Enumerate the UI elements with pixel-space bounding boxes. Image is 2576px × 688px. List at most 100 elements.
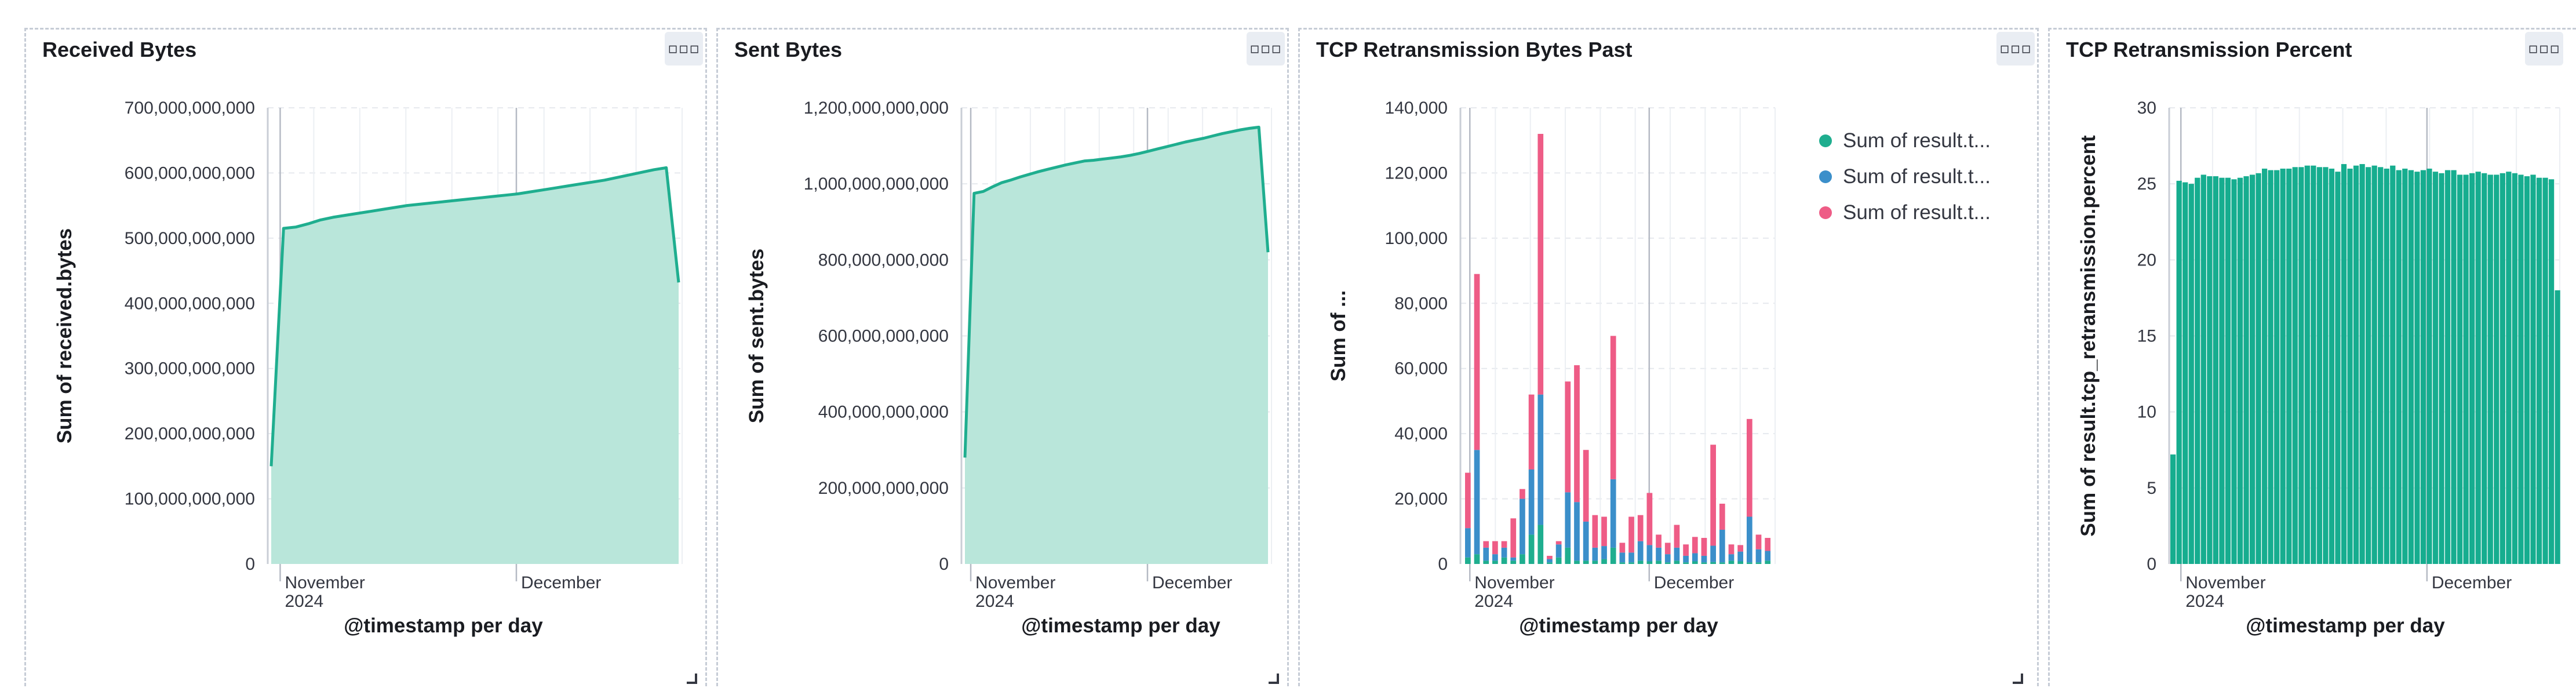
bar-segment <box>1537 394 1544 525</box>
bar <box>2188 184 2194 565</box>
bar <box>2200 174 2206 565</box>
y-tick-label: 200,000,000,000 <box>818 479 949 498</box>
bar-segment <box>1737 561 1744 564</box>
bar-segment <box>1528 469 1535 535</box>
bar <box>2341 164 2347 564</box>
bar-segment <box>1492 541 1498 555</box>
resize-handle[interactable] <box>1269 674 1279 684</box>
bar-segment <box>1555 541 1562 545</box>
bar-segment <box>1537 525 1544 564</box>
y-tick-label: 600,000,000,000 <box>818 327 949 346</box>
bar-segment <box>1547 559 1553 563</box>
bar <box>2366 167 2371 564</box>
bar <box>2213 176 2218 564</box>
bar <box>2225 177 2231 564</box>
x-tick-sublabel: 2024 <box>975 592 1014 611</box>
bar <box>2170 454 2176 564</box>
y-tick-label: 600,000,000,000 <box>125 163 255 183</box>
ellipsis-icon: ▫▫▫ <box>2528 40 2560 57</box>
legend-label: Sum of result.t... <box>1843 165 1991 188</box>
y-tick-label: 40,000 <box>1394 424 1448 443</box>
bar-segment <box>1656 534 1662 548</box>
y-tick-label: 5 <box>2147 479 2156 498</box>
bar <box>2426 168 2432 564</box>
bar <box>2243 176 2249 564</box>
bar <box>2390 165 2396 564</box>
tcp-retransmission-bytes-chart: 0 20,000 40,000 60,000 80,000 100,000 120,000 1… <box>1327 99 1991 637</box>
y-tick-label: 1,200,000,000,000 <box>804 99 949 118</box>
bar <box>2512 173 2518 564</box>
x-tick-label: December <box>1152 573 1232 592</box>
bar-segment <box>1610 336 1616 479</box>
bar-segment <box>1492 560 1498 564</box>
resize-handle[interactable] <box>2013 674 2023 684</box>
panel-menu-button[interactable]: ▫▫▫ <box>1247 32 1285 65</box>
y-tick-label: 0 <box>939 555 949 574</box>
bar <box>2475 172 2481 564</box>
panel-menu-button[interactable]: ▫▫▫ <box>1996 32 2035 65</box>
panel-menu-button[interactable]: ▫▫▫ <box>2525 32 2563 65</box>
y-tick-label: 1,000,000,000,000 <box>804 174 949 194</box>
bar-segment <box>1664 554 1671 563</box>
bar-segment <box>1592 547 1598 561</box>
bar-segment <box>1683 562 1689 564</box>
x-tick-label: November <box>975 573 1055 592</box>
bar-segment <box>1710 545 1716 562</box>
x-axis-title: @timestamp per day <box>344 614 543 637</box>
bar <box>2304 165 2310 564</box>
legend-swatch <box>1819 206 1832 219</box>
bar-segment <box>1755 562 1762 564</box>
bar <box>2451 170 2457 565</box>
bar-segment <box>1683 544 1689 556</box>
y-tick-label: 0 <box>245 555 255 574</box>
resize-handle[interactable] <box>687 674 697 684</box>
bar <box>2420 170 2426 565</box>
bar-segment <box>1692 561 1698 564</box>
bar-segment <box>1583 560 1589 564</box>
bar-segment <box>1664 562 1671 564</box>
received-bytes-chart: 0 100,000,000,000 200,000,000,000 300,000,0… <box>53 99 683 637</box>
y-tick-label: 80,000 <box>1394 294 1448 313</box>
bar <box>2311 165 2316 564</box>
bar <box>2536 177 2542 564</box>
bar <box>2237 177 2243 564</box>
y-tick-label: 400,000,000,000 <box>818 403 949 422</box>
bar <box>2506 172 2512 564</box>
bar-segment <box>1574 365 1580 503</box>
y-tick-label: 10 <box>2137 403 2156 422</box>
bar <box>2261 168 2268 564</box>
bar-segment <box>1719 562 1725 564</box>
bar-segment <box>1664 543 1671 555</box>
bar-segment <box>1755 534 1762 549</box>
bar-segment <box>1746 418 1752 517</box>
bar <box>2487 174 2493 565</box>
bar-segment <box>1592 515 1598 548</box>
bar-segment <box>1637 541 1644 561</box>
bar-segment <box>1710 562 1716 564</box>
bar <box>2219 177 2225 564</box>
bar-segment <box>1656 560 1662 564</box>
bar-segment <box>1574 502 1580 561</box>
y-tick-label: 20,000 <box>1394 490 1448 509</box>
bar <box>2359 164 2365 564</box>
bar-segment <box>1628 516 1634 553</box>
bar <box>2555 290 2560 564</box>
bar-segment <box>1765 538 1771 551</box>
area-fill <box>965 127 1268 564</box>
bar-segment <box>1474 450 1480 555</box>
ellipsis-icon: ▫▫▫ <box>668 40 700 57</box>
y-tick-label: 100,000,000,000 <box>125 490 255 509</box>
bar-segment <box>1547 555 1553 559</box>
bar-segment <box>1592 560 1598 564</box>
bar-segment <box>1701 538 1707 556</box>
x-tick-sublabel: 2024 <box>1474 592 1513 611</box>
panel-menu-button[interactable]: ▫▫▫ <box>665 32 703 65</box>
bar-segment <box>1565 547 1571 564</box>
bar-segment <box>1728 544 1735 555</box>
x-tick-label: November <box>1474 573 1554 592</box>
y-tick-label: 20 <box>2137 250 2156 270</box>
y-tick-label: 400,000,000,000 <box>125 294 255 313</box>
bar-segment <box>1465 472 1471 529</box>
bar-segment <box>1537 133 1544 395</box>
series-line <box>963 125 1270 458</box>
